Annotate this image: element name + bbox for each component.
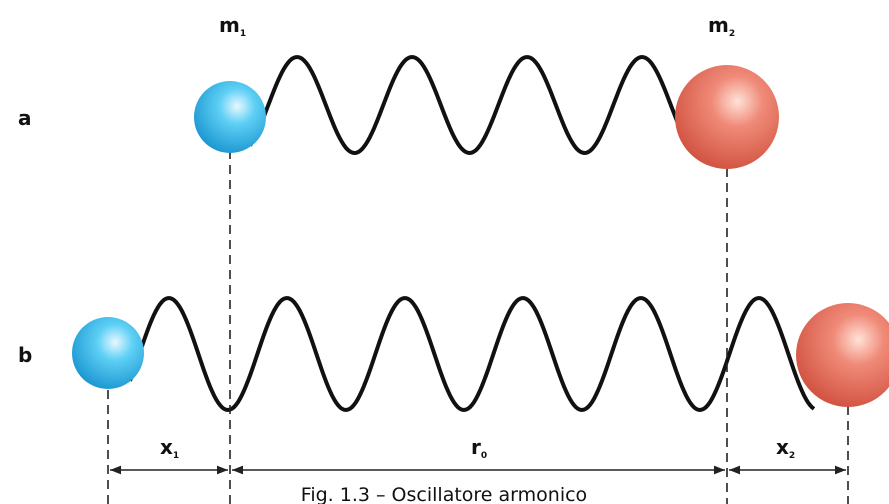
- distance-label: r0: [471, 435, 487, 461]
- distance-label: x2: [776, 435, 795, 461]
- row-label: a: [18, 106, 32, 130]
- mass-2: [675, 65, 779, 169]
- caption: Fig. 1.3 – Oscillatore armonico: [301, 484, 587, 504]
- spring: [128, 296, 816, 413]
- mass-1: [194, 81, 266, 153]
- mass-2: [796, 303, 889, 407]
- caption-background: [240, 478, 660, 504]
- mass-1: [72, 317, 144, 389]
- mass-label: m2: [708, 13, 735, 39]
- distance-label: x1: [160, 435, 179, 461]
- row-label: b: [18, 343, 32, 367]
- spring: [248, 54, 692, 156]
- mass-label: m1: [219, 13, 246, 39]
